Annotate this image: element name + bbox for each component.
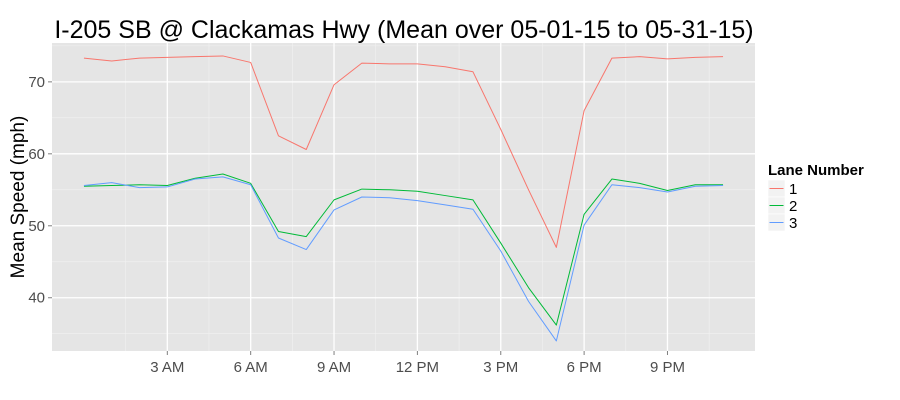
x-tick-label: 9 PM [650, 359, 685, 376]
y-axis-ticks: 40 50 60 70 [28, 74, 52, 307]
minor-gridlines [52, 43, 755, 351]
legend-label-lane-2: 2 [789, 198, 797, 215]
x-tick-label: 6 PM [567, 359, 602, 376]
series-lines [83, 55, 724, 342]
x-tick-label: 3 AM [150, 359, 184, 376]
y-tick-label: 70 [28, 74, 45, 91]
series-line-lane-2 [83, 173, 724, 326]
x-tick-label: 12 PM [396, 359, 439, 376]
legend-label-lane-1: 1 [789, 181, 797, 198]
major-gridlines [52, 43, 755, 351]
y-axis-title: Mean Speed (mph) [8, 116, 29, 279]
series-line-lane-1 [83, 55, 724, 248]
x-axis-ticks: 3 AM 6 AM 9 AM 12 PM 3 PM 6 PM 9 PM [150, 351, 685, 376]
series-line-lane-3 [83, 176, 724, 342]
x-tick-label: 9 AM [317, 359, 351, 376]
legend-title: Lane Number [768, 162, 864, 179]
y-tick-label: 60 [28, 146, 45, 163]
y-tick-label: 50 [28, 218, 45, 235]
legend: Lane Number 123 [767, 162, 864, 232]
legend-label-lane-3: 3 [789, 215, 797, 232]
x-tick-label: 3 PM [483, 359, 518, 376]
x-tick-label: 6 AM [234, 359, 268, 376]
plot-panel [52, 43, 755, 351]
y-tick-label: 40 [28, 290, 45, 307]
chart-title: I-205 SB @ Clackamas Hwy (Mean over 05-0… [54, 16, 753, 44]
